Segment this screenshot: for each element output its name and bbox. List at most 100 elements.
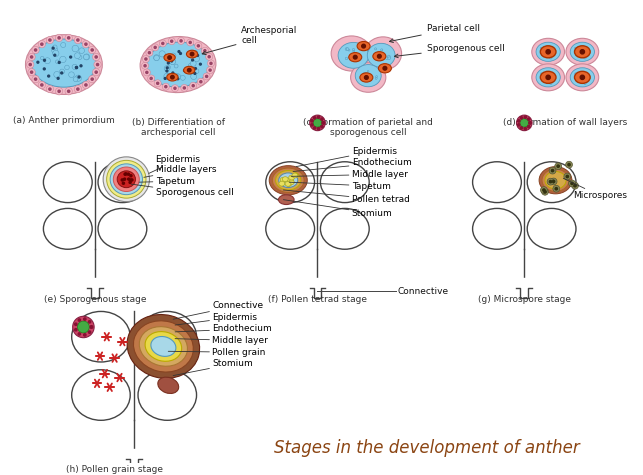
Circle shape [130,179,132,181]
Circle shape [167,67,168,69]
Circle shape [376,77,377,79]
Circle shape [170,53,176,58]
Circle shape [60,56,66,63]
Circle shape [548,54,550,56]
Circle shape [541,189,548,195]
Circle shape [145,58,147,60]
Circle shape [524,127,527,130]
Ellipse shape [279,181,285,186]
Ellipse shape [273,168,304,192]
Circle shape [311,124,313,126]
Ellipse shape [147,42,210,87]
Circle shape [93,53,100,61]
Ellipse shape [107,161,146,198]
Circle shape [35,49,37,51]
Ellipse shape [138,312,197,362]
Circle shape [174,87,176,89]
Circle shape [192,59,194,61]
Circle shape [80,65,82,67]
Circle shape [582,79,584,81]
Ellipse shape [140,37,216,93]
Ellipse shape [536,42,560,61]
Circle shape [572,182,579,189]
Circle shape [123,178,125,180]
Circle shape [375,55,377,57]
Circle shape [574,184,576,187]
Text: Sporogenous cell: Sporogenous cell [131,184,233,198]
Circle shape [174,74,179,79]
Circle shape [540,47,543,49]
Circle shape [154,80,161,87]
Circle shape [55,60,59,64]
Circle shape [46,37,53,44]
Circle shape [582,54,584,56]
Circle shape [388,55,390,58]
Circle shape [177,78,179,80]
Ellipse shape [266,209,314,249]
Circle shape [78,55,82,59]
Circle shape [85,84,87,86]
Circle shape [190,61,196,67]
Circle shape [206,53,213,60]
Circle shape [41,43,43,45]
Circle shape [566,175,568,178]
Ellipse shape [545,171,566,189]
Circle shape [94,61,101,68]
Circle shape [73,77,78,82]
Ellipse shape [566,64,599,91]
Circle shape [154,47,156,48]
Circle shape [122,182,125,184]
Circle shape [122,179,123,181]
Text: Middle layer: Middle layer [291,170,408,179]
Circle shape [78,321,89,333]
Circle shape [73,65,76,68]
Circle shape [43,68,45,70]
Circle shape [162,83,169,90]
Circle shape [574,73,577,75]
Circle shape [164,73,170,80]
Circle shape [46,86,53,93]
Ellipse shape [289,175,294,180]
Circle shape [367,70,369,72]
Circle shape [311,120,313,122]
Circle shape [181,76,185,80]
Circle shape [128,178,130,180]
Circle shape [146,49,153,56]
Circle shape [171,60,172,62]
Circle shape [41,84,43,86]
Circle shape [190,52,194,56]
Circle shape [201,47,208,54]
Circle shape [352,57,354,59]
Circle shape [69,72,75,77]
Circle shape [571,182,573,185]
Circle shape [65,34,72,41]
Circle shape [549,53,551,55]
Ellipse shape [350,63,386,92]
Circle shape [78,76,80,78]
Circle shape [165,86,167,88]
Ellipse shape [527,209,576,249]
Circle shape [149,52,150,54]
Circle shape [568,180,575,187]
Circle shape [159,40,167,47]
Circle shape [520,119,529,127]
Circle shape [318,127,320,130]
Circle shape [550,82,552,85]
Circle shape [167,55,170,59]
Circle shape [157,82,159,85]
Circle shape [546,50,550,54]
Ellipse shape [140,327,188,366]
Circle shape [75,66,77,68]
Circle shape [152,44,159,51]
Circle shape [154,55,159,61]
Ellipse shape [127,314,200,379]
Text: Connective: Connective [397,286,449,295]
Circle shape [58,90,60,92]
Text: Stages in the development of anther: Stages in the development of anther [274,439,579,457]
Circle shape [197,78,204,85]
Circle shape [191,74,197,79]
Ellipse shape [103,157,149,202]
Circle shape [168,56,171,59]
Circle shape [178,51,180,52]
Ellipse shape [113,167,140,191]
